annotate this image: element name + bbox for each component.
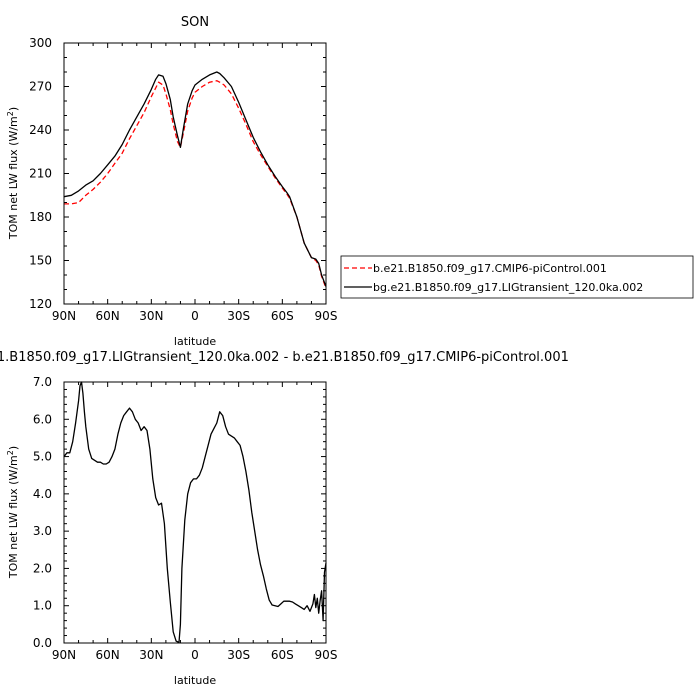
top-y-tick-label: 150 [29, 254, 52, 268]
top-x-tick-label: 30N [139, 309, 163, 323]
top-x-tick-label: 90S [315, 309, 338, 323]
top-x-tick-label: 60N [96, 309, 120, 323]
legend: b.e21.B1850.f09_g17.CMIP6-piControl.001 … [340, 255, 694, 299]
bottom-plot-title: bg.e21.B1850.f09_g17.LIGtransient_120.0k… [0, 350, 569, 365]
top-x-tick-label: 90N [52, 309, 76, 323]
top-plot-title: SON [181, 15, 209, 30]
bot-x-tick-label: 60N [96, 648, 120, 662]
top-x-tick-label: 30S [227, 309, 250, 323]
top-panel: SON TOM net LW flux (W/m2) latitude 90N 6… [6, 15, 337, 348]
top-y-tick-label: 210 [29, 167, 52, 181]
legend-box [340, 255, 694, 299]
top-x-tick-label: 60S [271, 309, 294, 323]
bot-x-tick-label: 90S [315, 648, 338, 662]
bottom-panel: bg.e21.B1850.f09_g17.LIGtransient_120.0k… [0, 350, 569, 687]
bot-series-line-0 [63, 381, 327, 643]
top-series-line-1 [63, 71, 327, 287]
top-x-tick-label: 0 [191, 309, 199, 323]
top-y-tick-label: 240 [29, 123, 52, 137]
bot-y-tick-label: 0.0 [33, 636, 52, 650]
bot-y-tick-label: 1.0 [33, 599, 52, 613]
bot-x-tick-label: 30N [139, 648, 163, 662]
bot-y-tick-label: 4.0 [33, 487, 52, 501]
bot-x-tick-label: 90N [52, 648, 76, 662]
bot-y-tick-label: 2.0 [33, 561, 52, 575]
top-y-tick-label: 180 [29, 210, 52, 224]
top-y-axis-label: TOM net LW flux (W/m2) [6, 107, 20, 240]
top-x-axis-label: latitude [174, 335, 216, 348]
top-y-tick-label: 120 [29, 297, 52, 311]
bot-y-tick-label: 6.0 [33, 412, 52, 426]
bot-x-tick-label: 60S [271, 648, 294, 662]
top-y-tick-label: 270 [29, 80, 52, 94]
legend-label-control: b.e21.B1850.f09_g17.CMIP6-piControl.001 [373, 262, 607, 275]
bottom-y-axis-label: TOM net LW flux (W/m2) [6, 446, 20, 579]
bottom-x-axis-label: latitude [174, 674, 216, 687]
bot-y-tick-label: 7.0 [33, 375, 52, 389]
top-plot-frame [63, 42, 327, 305]
bot-y-tick-label: 3.0 [33, 524, 52, 538]
bot-x-tick-label: 30S [227, 648, 250, 662]
top-y-tick-label: 300 [29, 36, 52, 50]
bot-x-tick-label: 0 [191, 648, 199, 662]
bot-y-tick-label: 5.0 [33, 450, 52, 464]
legend-label-lig: bg.e21.B1850.f09_g17.LIGtransient_120.0k… [373, 281, 643, 294]
top-series-line-0 [64, 80, 327, 289]
bottom-plot-frame [63, 381, 327, 644]
